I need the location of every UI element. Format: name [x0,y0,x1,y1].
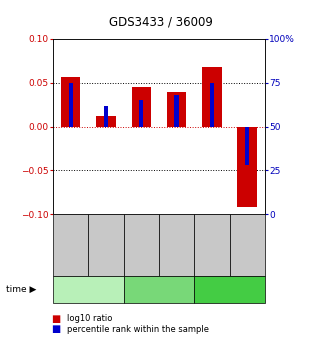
Bar [167,92,186,127]
Text: GDS3433 / 36009: GDS3433 / 36009 [108,16,213,29]
Bar [238,127,257,207]
Text: ■: ■ [51,324,61,334]
Text: 24 h: 24 h [219,284,240,295]
Text: 1 h: 1 h [81,284,96,295]
Bar [245,127,249,165]
Text: log10 ratio: log10 ratio [67,314,113,323]
Bar [210,83,214,127]
Text: GSM120648: GSM120648 [138,224,144,267]
Text: GSM120715: GSM120715 [209,224,215,267]
Bar [132,87,151,127]
Bar [96,116,116,127]
Text: GSM120716: GSM120716 [244,224,250,267]
Text: ■: ■ [51,314,61,324]
Text: 4 h: 4 h [151,284,167,295]
Bar [174,95,179,127]
Text: GSM120710: GSM120710 [68,224,74,267]
Text: GSM120711: GSM120711 [103,224,109,267]
Text: GSM120708: GSM120708 [174,224,179,267]
Text: time ▶: time ▶ [6,285,37,294]
Bar [104,105,108,127]
Text: percentile rank within the sample: percentile rank within the sample [67,325,209,334]
Bar [61,78,80,127]
Bar [202,67,221,127]
Bar [139,100,143,127]
Bar [68,83,73,127]
